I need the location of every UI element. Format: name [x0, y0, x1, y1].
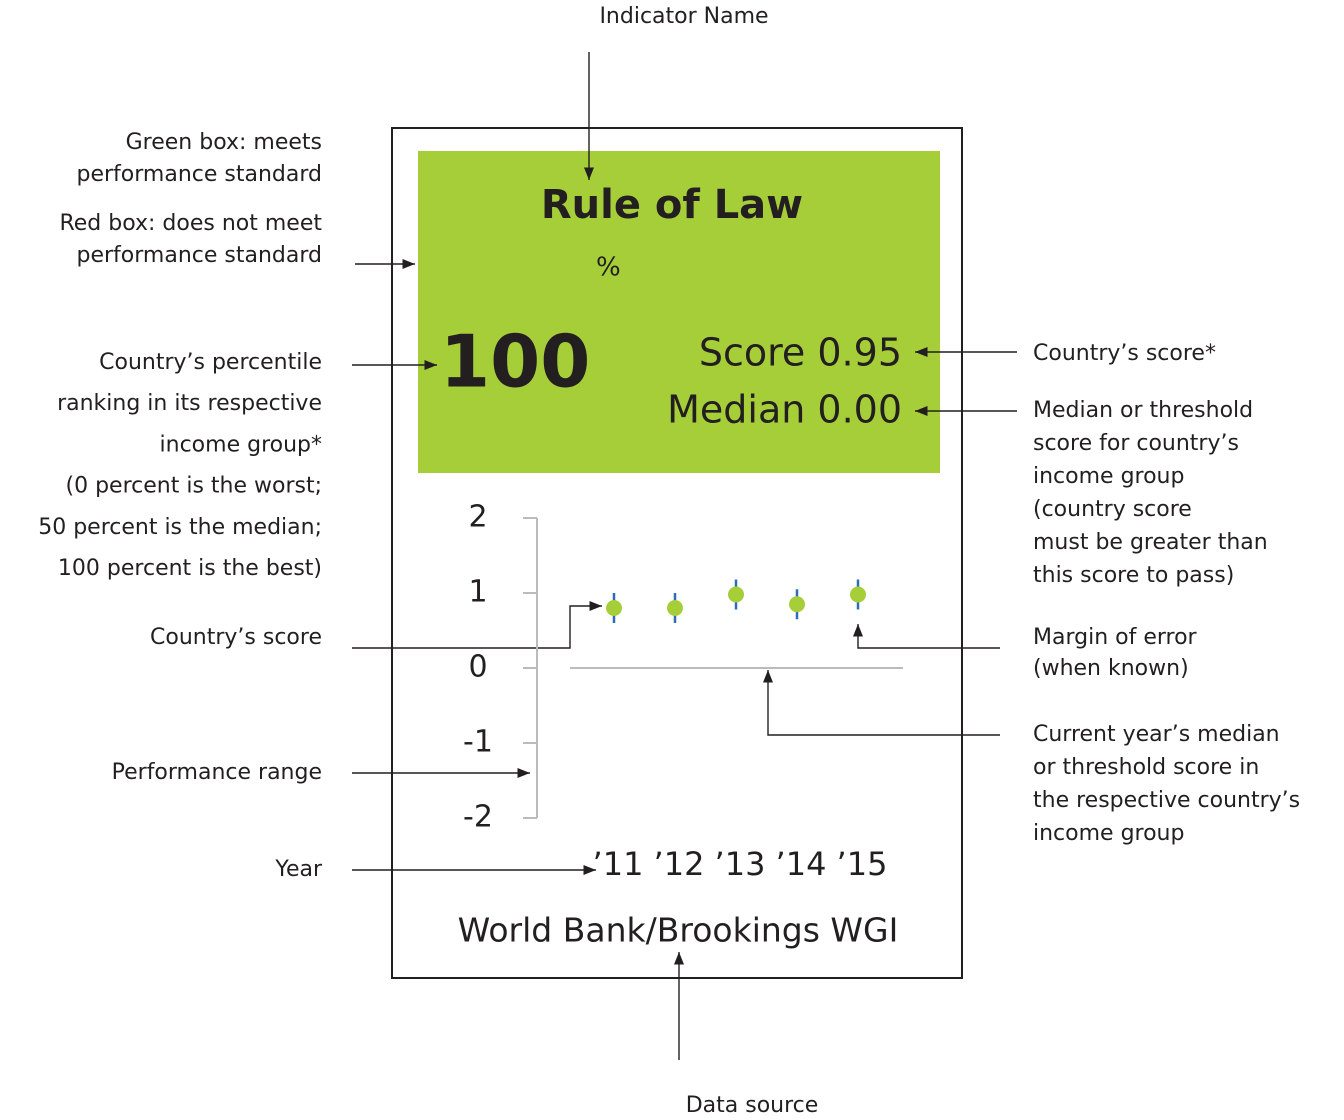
x-tick-label: ’11 [593, 845, 644, 883]
score-note: Country’s score [150, 625, 322, 650]
range-note: Performance range [112, 760, 322, 785]
note-line: or threshold score in [1033, 755, 1259, 780]
y-tick-label: 2 [468, 500, 487, 535]
note-line: score for country’s [1033, 431, 1239, 456]
note-line: ranking in its respective [57, 391, 322, 416]
point [728, 586, 744, 603]
arrows [352, 52, 1017, 1060]
note-line: must be greater than [1033, 530, 1268, 555]
percent-sign: % [596, 253, 621, 283]
card-title: Rule of Law [541, 182, 803, 228]
percentile: 100 [440, 320, 590, 404]
note-line: Median or threshold [1033, 398, 1253, 423]
y-tick-label: -2 [463, 800, 493, 835]
note-line: Current year’s median [1033, 722, 1280, 747]
y-tick-label: 1 [468, 575, 487, 610]
x-tick-label: ’15 [837, 845, 888, 883]
median: Median 0.00 [667, 388, 902, 432]
note-line: Margin of error [1033, 625, 1198, 650]
source: World Bank/Brookings WGI [458, 911, 899, 950]
x-tick-label: ’12 [654, 845, 705, 883]
x-tick-label: ’14 [776, 845, 827, 883]
score-note-right: Country’s score* [1033, 341, 1216, 366]
point [667, 600, 683, 616]
point [850, 586, 866, 603]
y-tick-label: 0 [468, 650, 487, 685]
note-line: (0 percent is the worst; [66, 474, 323, 499]
arrow [852, 624, 1000, 649]
note-line: (when known) [1033, 656, 1189, 681]
x-tick-label: ’13 [715, 845, 766, 883]
note-line: the respective country’s [1033, 788, 1300, 813]
note-line: 50 percent is the median; [38, 515, 322, 540]
note-line: Red box: does not meet [59, 211, 322, 236]
note-line: income group [1033, 464, 1184, 489]
score: Score 0.95 [699, 331, 902, 375]
year-note: Year [274, 857, 323, 882]
status-box [418, 151, 940, 473]
arrow [762, 670, 1000, 736]
note-line: performance standard [77, 162, 322, 187]
note-line: income group [1033, 821, 1184, 846]
note-line: Green box: meets [126, 130, 322, 155]
note-line: 100 percent is the best) [58, 556, 322, 581]
arrow [352, 600, 602, 649]
note-line: Country’s percentile [99, 350, 322, 375]
point [606, 600, 622, 616]
note-line: (country score [1033, 497, 1192, 522]
y-tick-label: -1 [463, 725, 493, 760]
source-note: Data source [686, 1093, 819, 1118]
note-line: income group* [160, 432, 322, 457]
note-line: performance standard [77, 243, 322, 268]
note-line: this score to pass) [1033, 563, 1234, 588]
point [789, 596, 805, 613]
indicator-note: Indicator Name [599, 4, 768, 29]
